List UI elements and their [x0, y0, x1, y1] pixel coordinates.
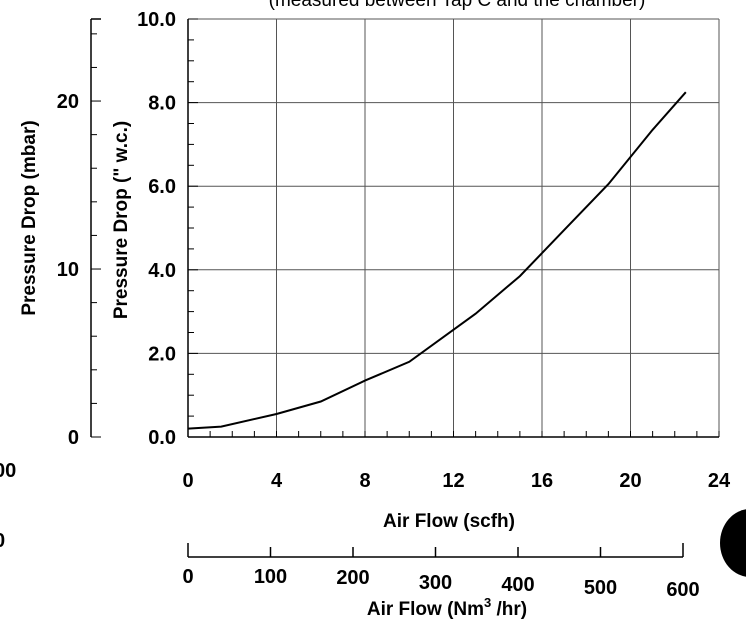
- series-line: [187, 91, 687, 430]
- secondary-x-tick-label: 100: [254, 566, 287, 588]
- secondary-x-axis-title-part2: /hr): [491, 599, 527, 620]
- cropped-black-dot: [720, 509, 746, 577]
- secondary-x-tick-label: 200: [336, 567, 369, 589]
- left-edge-label-2: 0: [0, 530, 5, 552]
- secondary-y-axis-title: Pressure Drop (mbar): [19, 120, 40, 315]
- x-tick-label: 20: [619, 470, 641, 492]
- secondary-y-tick-label: 10: [57, 259, 79, 281]
- y-tick-labels: 0.0 2.0 4.0 6.0 8.0 10.0: [137, 9, 176, 449]
- secondary-x-tick-label: 0: [182, 566, 193, 588]
- x-tick-label: 8: [359, 470, 370, 492]
- x-tick-label: 24: [708, 470, 731, 492]
- x-tick-label: 4: [271, 470, 283, 492]
- y-axis-title: Pressure Drop (" w.c.): [111, 121, 132, 319]
- secondary-x-tick-label: 300: [419, 572, 452, 594]
- x-axis-title: Air Flow (scfh): [383, 511, 515, 532]
- y-tick-label: 2.0: [148, 343, 176, 365]
- secondary-y-tick-label: 20: [57, 91, 79, 113]
- secondary-x-axis-title-part1: Air Flow (Nm: [367, 599, 484, 620]
- x-tick-labels: 0 4 8 12 16 20 24: [182, 470, 731, 492]
- secondary-x-tick-label: 600: [666, 579, 699, 601]
- secondary-x-axis-title-sup: 3: [484, 595, 491, 610]
- x-tick-label: 12: [442, 470, 464, 492]
- y-tick-label: 8.0: [148, 93, 176, 115]
- chart-title: (measured between Tap C and the chamber): [269, 0, 646, 11]
- axes: [90, 18, 720, 558]
- secondary-x-tick-label: 500: [584, 577, 617, 599]
- y-tick-label: 10.0: [137, 9, 176, 31]
- x-tick-label: 0: [182, 470, 193, 492]
- x-tick-label: 16: [531, 470, 553, 492]
- y-tick-label: 4.0: [148, 260, 176, 282]
- grid-lines: [188, 18, 720, 437]
- secondary-x-tick-labels: 0 100 200 300 400 500 600: [182, 566, 699, 601]
- secondary-y-tick-labels: 0 10 20: [57, 91, 79, 449]
- secondary-y-tick-label: 0: [68, 427, 79, 449]
- y-tick-label: 6.0: [148, 176, 176, 198]
- left-edge-label-1: 00: [0, 460, 16, 482]
- secondary-x-axis-title: Air Flow (Nm3 /hr): [367, 595, 527, 620]
- secondary-x-tick-label: 400: [501, 574, 534, 596]
- y-tick-label: 0.0: [148, 427, 176, 449]
